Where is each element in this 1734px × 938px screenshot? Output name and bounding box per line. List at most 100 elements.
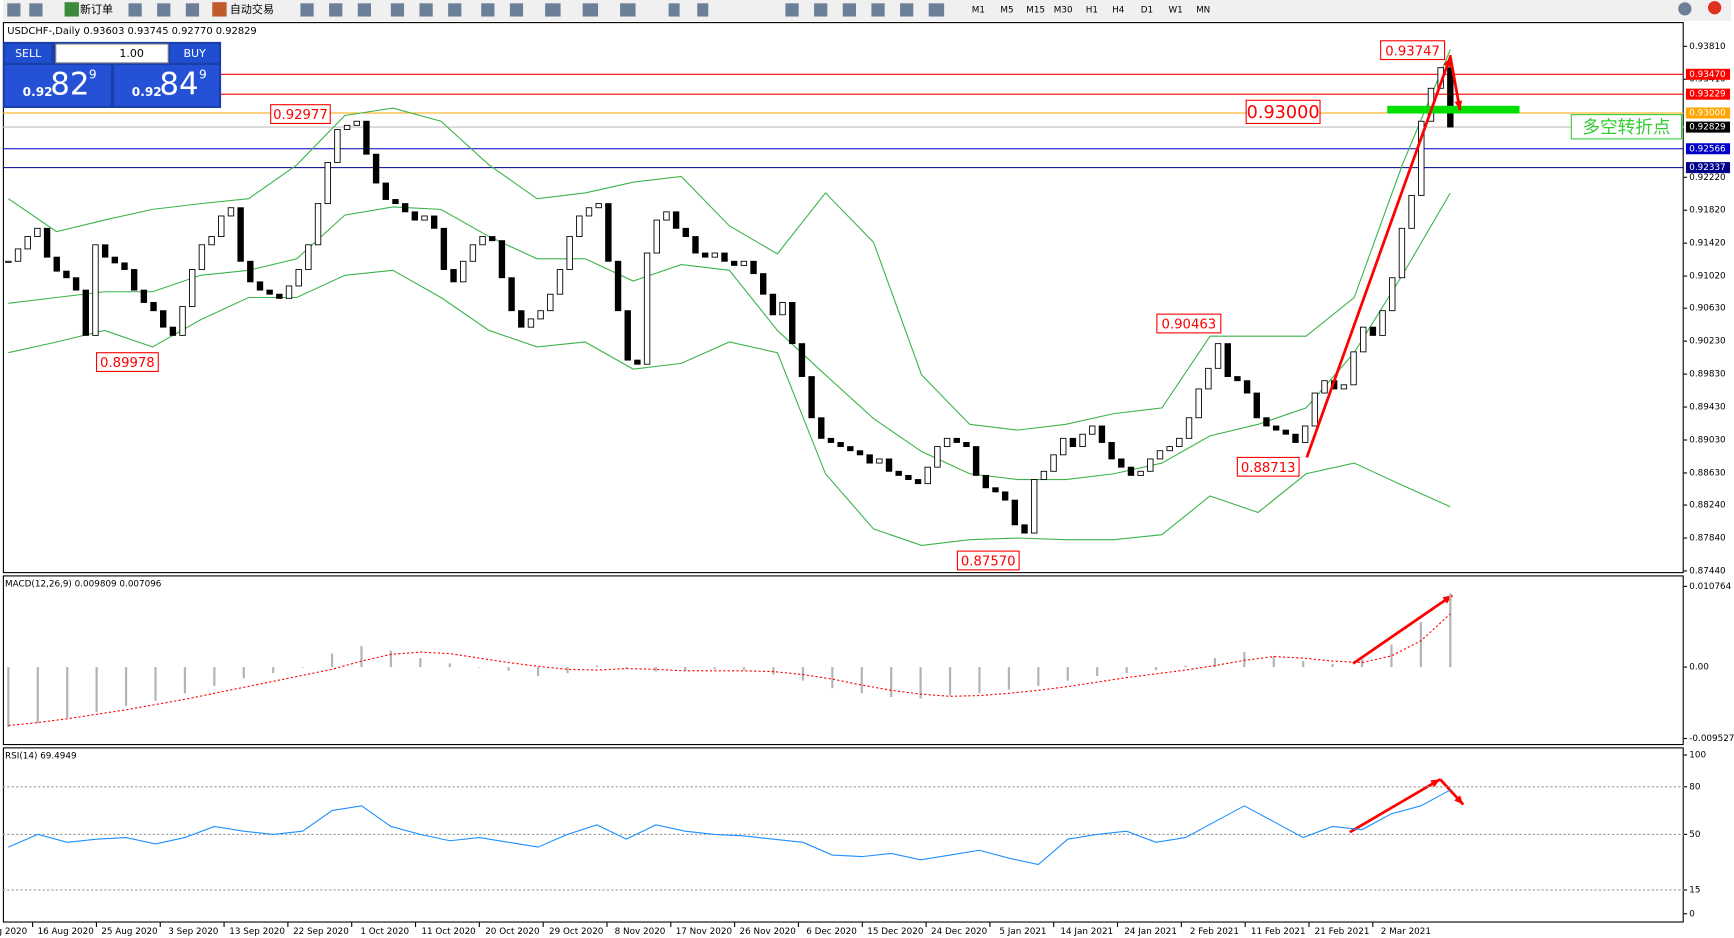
candle (943, 437, 951, 448)
candle (837, 442, 844, 448)
candle (508, 277, 515, 312)
notification-icon[interactable] (1708, 1, 1722, 15)
macd-bar (330, 653, 334, 668)
sell-quote-fraction: 9 (89, 67, 97, 81)
icon[interactable] (1678, 2, 1692, 16)
macd-bar (1154, 667, 1158, 671)
candle (895, 470, 902, 476)
candle (905, 474, 912, 480)
icon[interactable] (329, 3, 343, 17)
icon[interactable] (29, 3, 43, 17)
main-panel-frame (2, 22, 1684, 574)
candle (789, 302, 796, 345)
buy-label[interactable]: BUY (183, 47, 206, 60)
candle (672, 211, 680, 229)
level-tag (1685, 88, 1731, 100)
candle (595, 203, 602, 209)
icon[interactable] (871, 3, 885, 17)
trend-arrow (1352, 594, 1454, 665)
buy-quote-pips: 84 (159, 66, 198, 102)
timeframe-button[interactable]: W1 (1168, 5, 1182, 15)
candle (1050, 454, 1057, 472)
candle (305, 244, 312, 270)
candle (53, 256, 60, 272)
icon[interactable] (185, 3, 200, 17)
candle (779, 302, 786, 316)
level-tag (1685, 107, 1731, 119)
timeframe-button[interactable]: M30 (1054, 5, 1073, 15)
candle (1127, 466, 1135, 476)
icon[interactable] (448, 3, 462, 17)
auto-trade-button[interactable]: 自动交易 (230, 2, 274, 16)
timeframe-button[interactable]: D1 (1141, 5, 1153, 15)
macd-bar (1449, 593, 1452, 668)
icon[interactable] (157, 3, 171, 17)
y-tick-label: 0.89030 (1689, 435, 1726, 445)
candle (440, 227, 448, 270)
price-annotation: 0.92977 (273, 108, 328, 123)
sell-label[interactable]: SELL (15, 47, 42, 60)
macd-bar (301, 667, 304, 668)
timeframe-button[interactable]: MN (1196, 5, 1210, 15)
timeframes: M1 M5 M15 M30 H1 H4 D1 W1 MN (972, 5, 1211, 15)
candle (266, 289, 273, 295)
icon[interactable] (814, 3, 828, 17)
macd-bar (1243, 652, 1246, 668)
buy-button[interactable] (170, 44, 219, 63)
icon[interactable] (419, 3, 433, 17)
candle (450, 269, 457, 283)
buy-quote-fraction: 9 (199, 67, 207, 81)
timeframe-button[interactable]: M1 (972, 5, 985, 15)
trend-arrow (1305, 56, 1452, 458)
icon[interactable] (481, 3, 495, 17)
candle (827, 437, 835, 443)
toolbar-icons (7, 1, 1722, 17)
new-order-icon[interactable] (64, 2, 79, 17)
sell-button[interactable] (5, 44, 52, 63)
candle (1185, 417, 1193, 439)
icon[interactable] (928, 3, 945, 17)
candle (1205, 367, 1212, 390)
new-order-button[interactable]: 新订单 (80, 2, 113, 16)
timeframe-button[interactable]: M5 (1000, 5, 1013, 15)
icon[interactable] (7, 3, 21, 17)
candle (334, 129, 341, 163)
lot-input[interactable] (55, 43, 169, 64)
icon[interactable] (128, 3, 142, 17)
trade-panel: SELL 1.00 BUY 0.92 82 9 0.92 84 9 (2, 41, 222, 109)
icon[interactable] (900, 3, 914, 17)
candle (576, 215, 583, 237)
y-tick-label: 100 (1689, 751, 1706, 761)
icon[interactable] (509, 3, 524, 17)
icon[interactable] (620, 3, 636, 17)
sell-quote-box[interactable] (5, 65, 111, 106)
macd-bar (1272, 655, 1275, 668)
timeframe-button[interactable]: H4 (1112, 5, 1125, 15)
icon[interactable] (668, 3, 680, 17)
candle (547, 293, 554, 312)
buy-quote-box[interactable] (114, 65, 219, 106)
price-annotation: 0.87570 (961, 555, 1016, 570)
candle (1079, 433, 1086, 448)
icon[interactable] (545, 3, 561, 17)
icon[interactable] (582, 3, 599, 17)
icon[interactable] (390, 3, 405, 17)
icon[interactable] (300, 3, 314, 17)
lot-value[interactable]: 1.00 (119, 47, 144, 60)
timeframe-button[interactable]: H1 (1086, 5, 1098, 15)
y-tick-label: 0.90630 (1689, 304, 1726, 314)
timeframe-button[interactable]: M15 (1026, 5, 1045, 15)
candle (614, 260, 622, 312)
candle (256, 281, 264, 291)
macd-bar (595, 665, 599, 668)
icon[interactable] (697, 3, 709, 17)
icon[interactable] (842, 3, 856, 17)
candle (111, 256, 119, 264)
rsi-line (8, 789, 1451, 866)
candle (189, 269, 196, 308)
auto-trade-icon[interactable] (212, 2, 227, 17)
icon[interactable] (357, 3, 371, 17)
icon[interactable] (785, 3, 799, 17)
